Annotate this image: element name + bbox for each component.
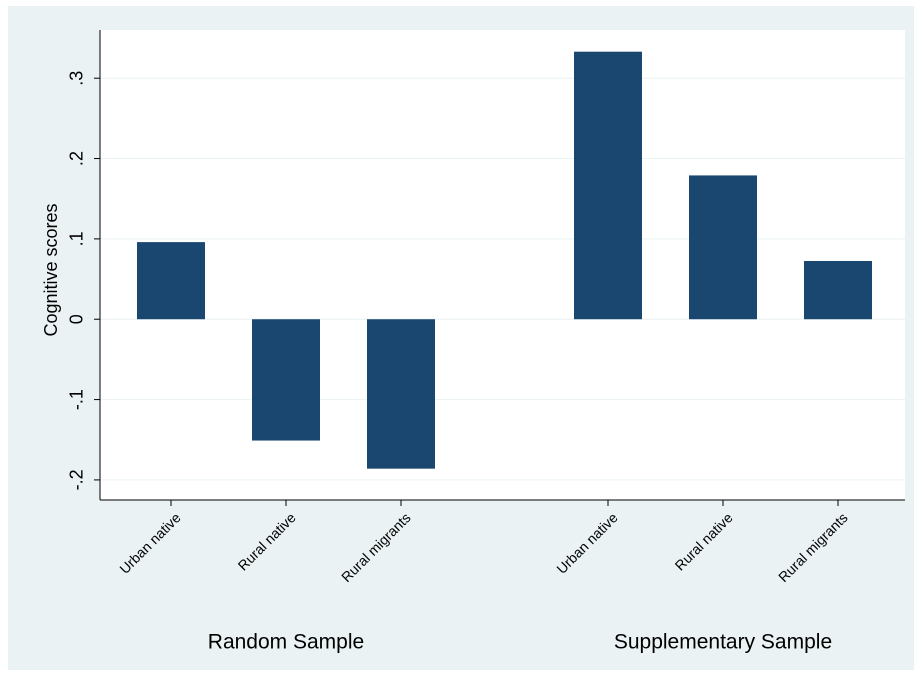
bar [689, 175, 757, 320]
bar [367, 319, 435, 469]
y-tick-label: -.1 [67, 389, 87, 410]
y-tick-label: .3 [67, 71, 87, 86]
bar [252, 319, 320, 441]
group-label: Supplementary Sample [614, 631, 832, 654]
plot-area [100, 30, 905, 500]
bar [804, 260, 872, 320]
y-tick-label: 0 [67, 314, 87, 324]
y-tick-label: .1 [67, 231, 87, 246]
group-label: Random Sample [208, 631, 364, 654]
bar [137, 242, 205, 320]
y-tick-label: .2 [67, 151, 87, 166]
y-tick-label: -.2 [67, 469, 87, 490]
y-axis-label: Cognitive scores [41, 203, 61, 336]
bar [574, 51, 642, 320]
